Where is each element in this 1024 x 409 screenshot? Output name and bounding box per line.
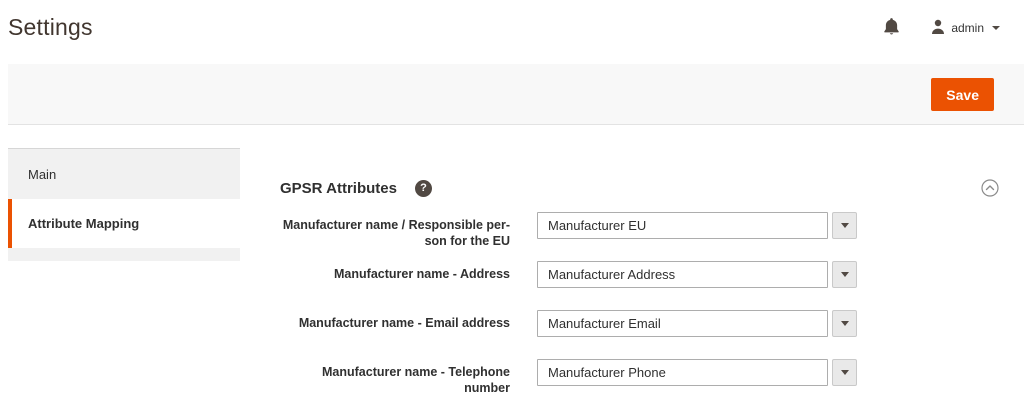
help-icon[interactable]: ? (414, 179, 432, 197)
form-row: Manufacturer name / Responsible per- son… (280, 212, 1024, 249)
sidebar-item-label: Attribute Mapping (28, 216, 140, 231)
select-group: Manufacturer Address (537, 261, 857, 288)
collapse-section-button[interactable] (981, 179, 999, 197)
dropdown-arrow-button[interactable] (832, 310, 857, 337)
panel-header: GPSR Attributes ? (280, 172, 1024, 204)
field-label: Manufacturer name - Address (334, 267, 510, 281)
sidebar-item-main[interactable]: Main (8, 149, 240, 199)
manufacturer-email-select[interactable]: Manufacturer Email (537, 310, 828, 337)
section-title: GPSR Attributes (280, 179, 397, 197)
user-icon (931, 19, 945, 37)
chevron-up-circle-icon (981, 179, 999, 200)
gpsr-attributes-panel: GPSR Attributes ? Manufacturer name / Re… (280, 172, 1024, 408)
select-group: Manufacturer Email (537, 310, 857, 337)
user-name: admin (951, 21, 984, 35)
page-title: Settings (8, 14, 93, 40)
selected-value: Manufacturer Email (548, 316, 661, 331)
form-row: Manufacturer name - Email address Manufa… (280, 310, 1024, 337)
caret-down-icon (840, 272, 849, 277)
selected-value: Manufacturer Phone (548, 365, 666, 380)
selected-value: Manufacturer Address (548, 267, 676, 282)
dropdown-arrow-button[interactable] (832, 359, 857, 386)
caret-down-icon (840, 223, 849, 228)
field-label: Manufacturer name - Telephone number (322, 365, 510, 396)
page-header: Settings admin (0, 0, 1024, 56)
manufacturer-phone-select[interactable]: Manufacturer Phone (537, 359, 828, 386)
user-menu[interactable]: admin (931, 19, 1000, 37)
bell-icon (884, 18, 900, 38)
sidebar-item-label: Main (28, 166, 57, 182)
caret-down-icon (840, 370, 849, 375)
manufacturer-address-select[interactable]: Manufacturer Address (537, 261, 828, 288)
caret-down-icon (840, 321, 849, 326)
select-group: Manufacturer EU (537, 212, 857, 239)
field-label: Manufacturer name / Responsible per- son… (282, 218, 510, 249)
caret-down-icon (992, 26, 1000, 30)
form-row: Manufacturer name - Address Manufacturer… (280, 261, 1024, 288)
select-group: Manufacturer Phone (537, 359, 857, 386)
save-button[interactable]: Save (931, 78, 994, 111)
sidebar-item-attribute-mapping[interactable]: Attribute Mapping (8, 199, 240, 248)
manufacturer-eu-select[interactable]: Manufacturer EU (537, 212, 828, 239)
dropdown-arrow-button[interactable] (832, 261, 857, 288)
header-actions: admin (884, 18, 1000, 38)
notifications-button[interactable] (884, 18, 900, 38)
selected-value: Manufacturer EU (548, 218, 647, 233)
toolbar: Save (8, 64, 1024, 125)
form-row: Manufacturer name - Telephone number Man… (280, 359, 1024, 396)
field-label: Manufacturer name - Email address (298, 316, 510, 330)
attribute-mapping-form: Manufacturer name / Responsible per- son… (280, 212, 1024, 396)
settings-tabs-sidebar: Main Attribute Mapping (8, 148, 240, 261)
dropdown-arrow-button[interactable] (832, 212, 857, 239)
